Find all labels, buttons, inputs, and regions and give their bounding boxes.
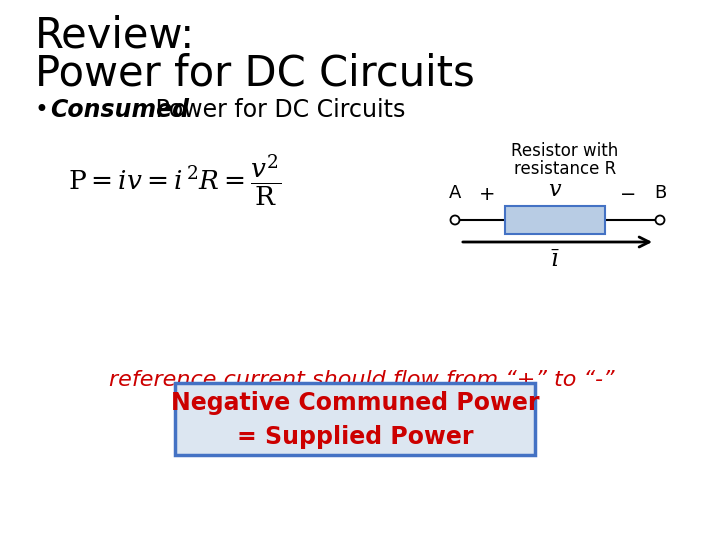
Circle shape: [451, 215, 459, 225]
Text: −: −: [620, 185, 636, 204]
Text: •: •: [35, 98, 49, 122]
Text: Resistor with: Resistor with: [511, 142, 618, 160]
Circle shape: [655, 215, 665, 225]
Text: Review:: Review:: [35, 15, 195, 57]
Text: = Supplied Power: = Supplied Power: [237, 425, 473, 449]
Text: A: A: [449, 184, 462, 202]
Bar: [505, 206, 605, 234]
Text: $\mathrm{P} = iv = i^{\,2}R = \dfrac{v^2}{\mathrm{R}}$: $\mathrm{P} = iv = i^{\,2}R = \dfrac{v^2…: [68, 152, 282, 208]
Text: B: B: [654, 184, 666, 202]
Text: Consumed: Consumed: [50, 98, 189, 122]
Text: +: +: [479, 185, 495, 204]
Text: Power for DC Circuits: Power for DC Circuits: [148, 98, 405, 122]
Text: reference current should flow from “+” to “-”: reference current should flow from “+” t…: [109, 370, 615, 390]
Text: Negative Communed Power: Negative Communed Power: [171, 391, 539, 415]
Text: resistance R: resistance R: [514, 160, 616, 178]
Text: Power for DC Circuits: Power for DC Circuits: [35, 52, 474, 94]
Text: $v$: $v$: [548, 180, 562, 200]
FancyBboxPatch shape: [175, 383, 535, 455]
Text: $\bar{\imath}$: $\bar{\imath}$: [550, 248, 560, 272]
